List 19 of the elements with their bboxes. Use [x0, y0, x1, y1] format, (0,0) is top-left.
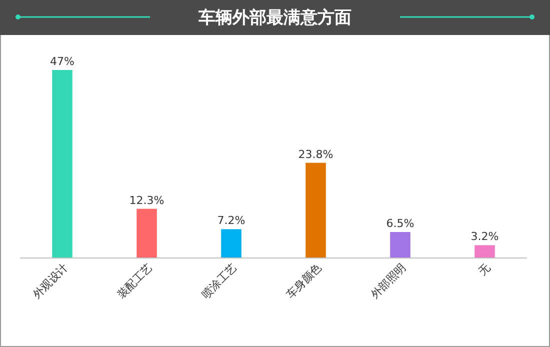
chart-title: 车辆外部最满意方面	[198, 8, 352, 28]
x-tick-label: 喷涂工艺	[199, 261, 240, 302]
data-label: 7.2%	[217, 214, 246, 228]
x-tick-label: 无	[476, 261, 494, 278]
bar	[474, 245, 495, 258]
bar	[52, 70, 72, 258]
data-label: 47%	[50, 55, 74, 68]
data-label: 23.8%	[298, 148, 334, 161]
data-label: 3.2%	[470, 230, 499, 244]
bar	[306, 162, 326, 258]
bar	[221, 229, 242, 258]
x-tick-label: 外观设计	[30, 261, 71, 302]
x-tick-label: 车身颜色	[284, 261, 324, 302]
bar	[136, 208, 157, 258]
x-tick-label: 装配工艺	[114, 261, 156, 302]
data-label: 6.5%	[386, 217, 414, 230]
x-tick-label: 外部照明	[368, 261, 409, 302]
bar	[390, 232, 410, 258]
data-label: 12.3%	[129, 194, 164, 207]
